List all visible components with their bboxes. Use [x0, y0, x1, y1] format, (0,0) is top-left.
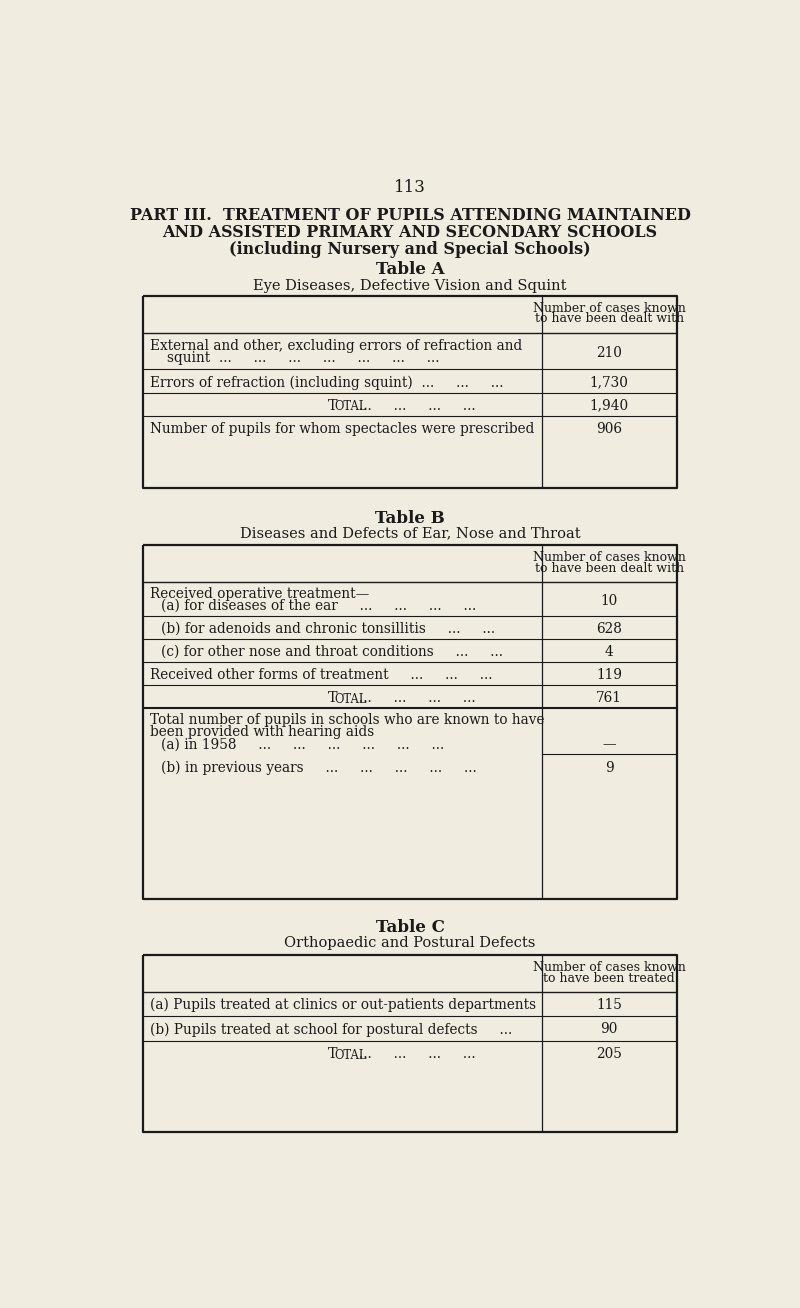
Text: Errors of refraction (including squint)  ...     ...     ...: Errors of refraction (including squint) … — [150, 375, 504, 390]
Text: Total number of pupils in schools who are known to have: Total number of pupils in schools who ar… — [150, 713, 545, 727]
Text: (including Nursery and Special Schools): (including Nursery and Special Schools) — [229, 241, 591, 258]
Text: to have been dealt with: to have been dealt with — [534, 313, 684, 326]
Text: 906: 906 — [596, 422, 622, 436]
Text: 90: 90 — [601, 1023, 618, 1036]
Text: 1,940: 1,940 — [590, 399, 629, 413]
Text: (a) Pupils treated at clinics or out-patients departments: (a) Pupils treated at clinics or out-pat… — [150, 998, 537, 1012]
Text: Table C: Table C — [375, 920, 445, 937]
Text: 115: 115 — [596, 998, 622, 1012]
Text: PART III.  TREATMENT OF PUPILS ATTENDING MAINTAINED: PART III. TREATMENT OF PUPILS ATTENDING … — [130, 207, 690, 224]
Text: ...     ...     ...     ...: ... ... ... ... — [359, 1048, 476, 1061]
Text: (b) for adenoids and chronic tonsillitis     ...     ...: (b) for adenoids and chronic tonsillitis… — [162, 623, 495, 636]
Text: Orthopaedic and Postural Defects: Orthopaedic and Postural Defects — [284, 937, 536, 950]
Text: OTAL: OTAL — [334, 400, 367, 413]
Text: (b) Pupils treated at school for postural defects     ...: (b) Pupils treated at school for postura… — [150, 1023, 513, 1037]
Text: AND ASSISTED PRIMARY AND SECONDARY SCHOOLS: AND ASSISTED PRIMARY AND SECONDARY SCHOO… — [162, 224, 658, 241]
Text: Number of cases known: Number of cases known — [533, 302, 686, 315]
Text: 205: 205 — [596, 1048, 622, 1061]
Text: (b) in previous years     ...     ...     ...     ...     ...: (b) in previous years ... ... ... ... ..… — [162, 761, 477, 776]
Text: ...     ...     ...     ...: ... ... ... ... — [359, 692, 476, 705]
Text: External and other, excluding errors of refraction and: External and other, excluding errors of … — [150, 339, 522, 353]
Text: Received operative treatment—: Received operative treatment— — [150, 586, 370, 600]
Text: Number of cases known: Number of cases known — [533, 551, 686, 564]
Text: to have been treated: to have been treated — [543, 972, 675, 985]
Text: 10: 10 — [601, 594, 618, 608]
Text: OTAL: OTAL — [334, 693, 367, 706]
Text: Eye Diseases, Defective Vision and Squint: Eye Diseases, Defective Vision and Squin… — [254, 279, 566, 293]
Text: 1,730: 1,730 — [590, 375, 629, 390]
Text: 119: 119 — [596, 668, 622, 683]
Text: Diseases and Defects of Ear, Nose and Throat: Diseases and Defects of Ear, Nose and Th… — [240, 527, 580, 540]
Text: 761: 761 — [596, 692, 622, 705]
Text: 9: 9 — [605, 761, 614, 774]
Text: Table A: Table A — [376, 260, 444, 277]
Text: Received other forms of treatment     ...     ...     ...: Received other forms of treatment ... ..… — [150, 668, 493, 683]
Text: OTAL: OTAL — [334, 1049, 367, 1062]
Text: 113: 113 — [394, 178, 426, 195]
Text: 4: 4 — [605, 645, 614, 659]
Text: —: — — [602, 738, 616, 752]
Text: (c) for other nose and throat conditions     ...     ...: (c) for other nose and throat conditions… — [162, 645, 503, 659]
Text: T: T — [328, 1048, 338, 1061]
Text: T: T — [328, 399, 338, 413]
Text: Table B: Table B — [375, 510, 445, 527]
Text: 628: 628 — [596, 623, 622, 636]
Text: 210: 210 — [596, 347, 622, 361]
Text: ...     ...     ...     ...: ... ... ... ... — [359, 399, 476, 413]
Text: Number of pupils for whom spectacles were prescribed: Number of pupils for whom spectacles wer… — [150, 422, 534, 436]
Text: (a) for diseases of the ear     ...     ...     ...     ...: (a) for diseases of the ear ... ... ... … — [162, 599, 477, 613]
Text: (a) in 1958     ...     ...     ...     ...     ...     ...: (a) in 1958 ... ... ... ... ... ... — [162, 738, 445, 752]
Text: squint  ...     ...     ...     ...     ...     ...     ...: squint ... ... ... ... ... ... ... — [167, 351, 440, 365]
Text: been provided with hearing aids: been provided with hearing aids — [150, 725, 374, 739]
Text: Number of cases known: Number of cases known — [533, 961, 686, 974]
Text: T: T — [328, 692, 338, 705]
Text: to have been dealt with: to have been dealt with — [534, 562, 684, 576]
